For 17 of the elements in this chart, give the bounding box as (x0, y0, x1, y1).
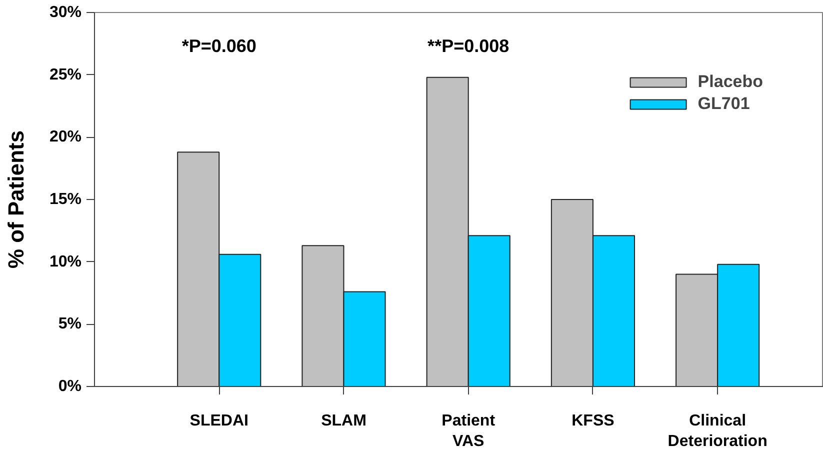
x-tick-label: Patient VAS (442, 412, 496, 450)
annotation: **P=0.008 (428, 36, 510, 56)
x-tick-label: SLAM (321, 412, 366, 430)
x-tick-label: KFSS (572, 412, 615, 430)
legend-label: Placebo (698, 72, 763, 92)
y-tick-label: 0% (58, 378, 82, 395)
y-tick-label: 30% (49, 4, 82, 21)
y-tick-label: 5% (58, 316, 82, 333)
y-tick-label: 10% (49, 253, 82, 270)
y-tick-label: 20% (49, 128, 82, 146)
legend-label: GL701 (698, 94, 750, 114)
x-tick-label: SLEDAI (190, 412, 248, 430)
x-tick-label: Clinical Deterioration (668, 412, 768, 450)
y-tick-label: 15% (49, 191, 82, 208)
y-axis-title: % of Patients (3, 130, 28, 269)
y-tick-label: 25% (49, 66, 82, 84)
annotation: *P=0.060 (182, 36, 256, 56)
